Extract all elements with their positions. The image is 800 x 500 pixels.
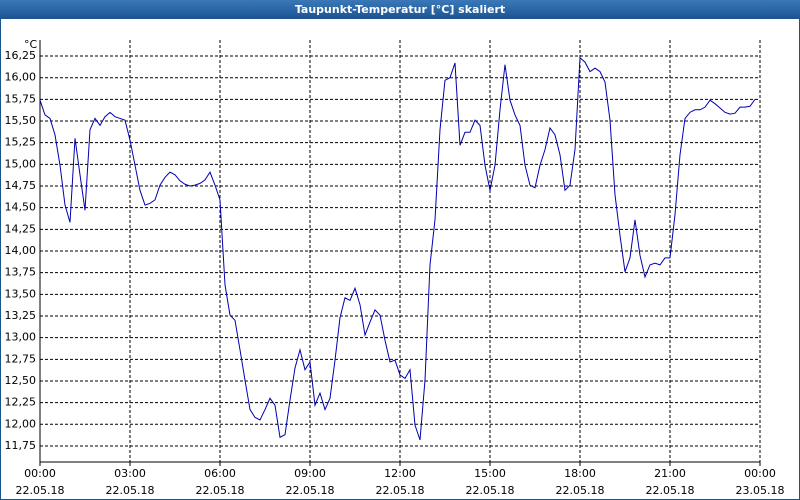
x-tick-date: 22.05.18 <box>286 484 335 497</box>
x-tick-label: 09:00 <box>294 467 326 480</box>
y-tick-label: 15,50 <box>5 114 37 127</box>
y-tick-label: 14,00 <box>5 244 37 257</box>
data-line <box>39 56 756 441</box>
y-tick-label: 13,75 <box>5 266 37 279</box>
y-tick-label: 12,50 <box>5 374 37 387</box>
y-tick-label: 15,00 <box>5 157 37 170</box>
x-tick-label: 03:00 <box>114 467 146 480</box>
y-unit: °C <box>24 38 38 51</box>
y-tick-label: 13,50 <box>5 287 37 300</box>
y-tick-label: 12,75 <box>5 352 37 365</box>
y-tick-label: 11,75 <box>5 439 37 452</box>
y-tick-label: 12,25 <box>5 396 37 409</box>
y-tick-label: 16,25 <box>5 49 37 62</box>
x-tick-label: 00:00 <box>744 467 776 480</box>
y-tick-label: 13,25 <box>5 309 37 322</box>
x-tick-label: 18:00 <box>564 467 596 480</box>
x-tick-date: 22.05.18 <box>106 484 155 497</box>
y-tick-label: 13,00 <box>5 331 37 344</box>
y-tick-label: 16,00 <box>5 71 37 84</box>
x-tick-label: 00:00 <box>24 467 56 480</box>
y-tick-label: 15,75 <box>5 92 37 105</box>
x-tick-label: 15:00 <box>474 467 506 480</box>
x-tick-label: 21:00 <box>654 467 686 480</box>
x-tick-date: 22.05.18 <box>16 484 65 497</box>
x-tick-label: 12:00 <box>384 467 416 480</box>
chart-title: Taupunkt-Temperatur [°C] skaliert <box>295 3 505 16</box>
x-tick-date: 22.05.18 <box>466 484 515 497</box>
x-tick-label: 06:00 <box>204 467 236 480</box>
x-tick-date: 22.05.18 <box>376 484 425 497</box>
y-tick-label: 14,75 <box>5 179 37 192</box>
y-tick-label: 12,00 <box>5 417 37 430</box>
x-tick-date: 22.05.18 <box>646 484 695 497</box>
x-tick-date: 22.05.18 <box>196 484 245 497</box>
y-tick-label: 14,25 <box>5 222 37 235</box>
y-tick-label: 14,50 <box>5 201 37 214</box>
title-bar <box>0 0 800 19</box>
x-tick-date: 22.05.18 <box>556 484 605 497</box>
y-tick-label: 15,25 <box>5 136 37 149</box>
x-tick-date: 23.05.18 <box>736 484 785 497</box>
